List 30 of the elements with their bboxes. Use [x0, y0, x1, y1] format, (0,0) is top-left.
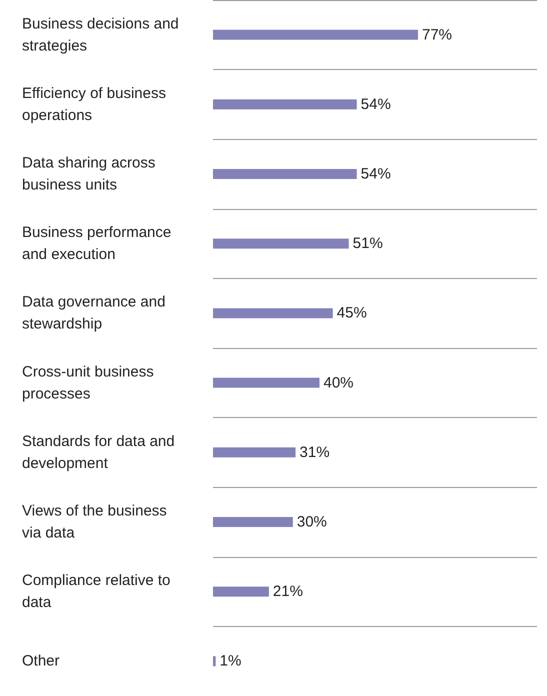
- bar: [213, 517, 293, 527]
- y-tick-label: Data sharing across business units: [22, 154, 160, 194]
- data-label: 54%: [360, 166, 391, 182]
- data-label: 1%: [220, 652, 242, 670]
- data-label: 21%: [272, 583, 303, 600]
- data-label: 51%: [352, 235, 383, 252]
- data-label: 31%: [300, 444, 330, 461]
- bar: [213, 169, 357, 179]
- data-label: 40%: [323, 374, 354, 392]
- y-tick-label: Data governance and stewardship: [22, 294, 170, 333]
- bar: [213, 586, 269, 597]
- y-tick-label: Business decisions and strategies: [22, 15, 183, 54]
- data-label: 30%: [296, 514, 327, 530]
- y-tick-label: Compliance relative to data: [22, 572, 175, 612]
- y-tick-label: Cross-unit business processes: [22, 363, 158, 402]
- bar: [213, 378, 320, 388]
- y-tick-label: Business performance and execution: [22, 224, 176, 264]
- bar: [213, 238, 349, 249]
- bar: [213, 656, 216, 666]
- y-tick-label: Views of the business via data: [22, 502, 171, 542]
- bar: [213, 447, 296, 458]
- bar: [213, 30, 418, 40]
- data-label: 54%: [360, 96, 391, 113]
- data-label: 77%: [422, 26, 452, 44]
- y-tick-label: Other: [22, 652, 60, 670]
- bar: [213, 308, 333, 318]
- y-tick-label: Standards for data and development: [22, 432, 179, 472]
- bar: [213, 99, 357, 110]
- data-label: 45%: [336, 304, 367, 322]
- y-tick-label: Efficiency of business operations: [22, 84, 170, 124]
